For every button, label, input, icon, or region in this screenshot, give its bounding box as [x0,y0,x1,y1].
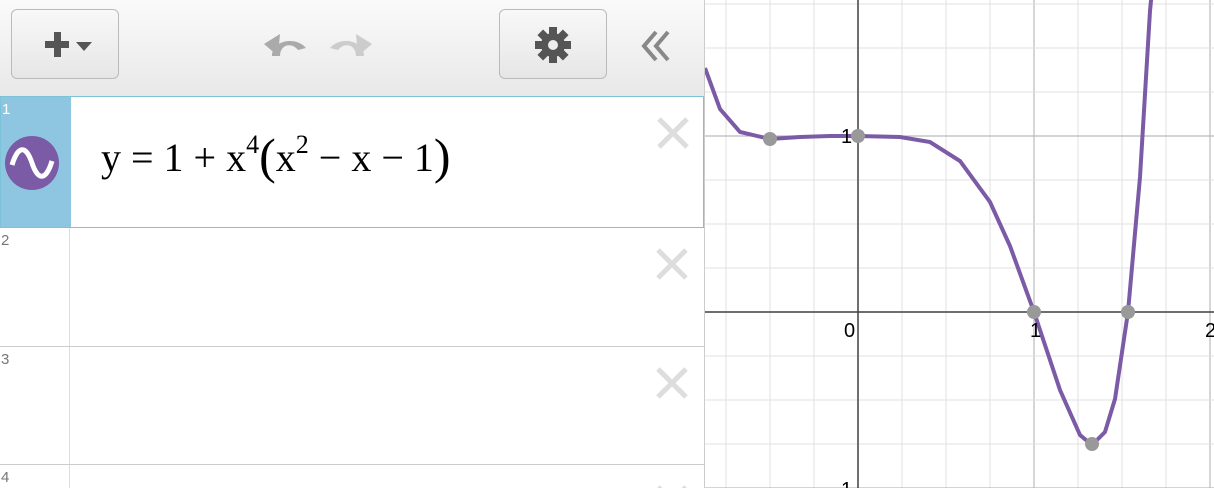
collapse-button[interactable] [638,28,674,64]
row-gutter: 1 [1,97,71,227]
delete-button[interactable] [652,363,692,403]
point[interactable] [763,132,777,146]
undo-redo[interactable] [258,26,378,66]
row-number: 2 [1,232,10,249]
expression-row[interactable]: 4 [0,465,704,488]
paren: ( [259,128,276,184]
formula-text: y = 1 + x [101,135,247,180]
delete-button[interactable] [652,244,692,284]
x-axis-label: 2 [1205,320,1214,342]
formula-text: − x − 1 [308,135,434,180]
formula-text: x [275,135,296,180]
x-axis-label: 1 [1030,320,1041,342]
y-axis-label: 1 [841,126,852,148]
point[interactable] [1085,437,1099,451]
formula[interactable]: y = 1 + x4(x2 − x − 1) [101,127,451,185]
points [763,129,1135,451]
expression-row[interactable]: 1 y = 1 + x4(x2 − x − 1) [0,96,704,228]
exponent: 4 [246,130,260,159]
graph-canvas[interactable]: 0 1 2 1 1 [705,0,1214,488]
exponent: 2 [295,130,309,159]
point[interactable] [1121,305,1135,319]
row-gutter: 3 [0,347,70,464]
y-axis-label: 1 [841,479,852,488]
grid [705,0,1214,488]
settings-button[interactable] [499,9,607,79]
delete-button[interactable] [652,481,692,488]
gear-icon [535,27,571,63]
row-number: 1 [2,101,11,118]
add-icon [45,32,92,57]
row-number: 3 [1,351,10,368]
graph-style-icon[interactable] [4,135,60,191]
curve [705,0,1154,448]
expression-row[interactable]: 3 [0,347,704,465]
x-axis-label: 0 [844,320,855,342]
row-number: 4 [1,469,10,486]
add-button[interactable] [11,9,119,79]
expression-row[interactable]: 2 [0,228,704,347]
delete-button[interactable] [653,113,693,153]
row-gutter: 2 [0,228,70,346]
row-gutter: 4 [0,465,70,488]
expression-panel: 1 y = 1 + x4(x2 − x − 1) 2 3 4 [0,0,705,488]
point[interactable] [1027,305,1041,319]
point[interactable] [851,129,865,143]
paren: ) [433,128,451,184]
toolbar [0,0,704,97]
